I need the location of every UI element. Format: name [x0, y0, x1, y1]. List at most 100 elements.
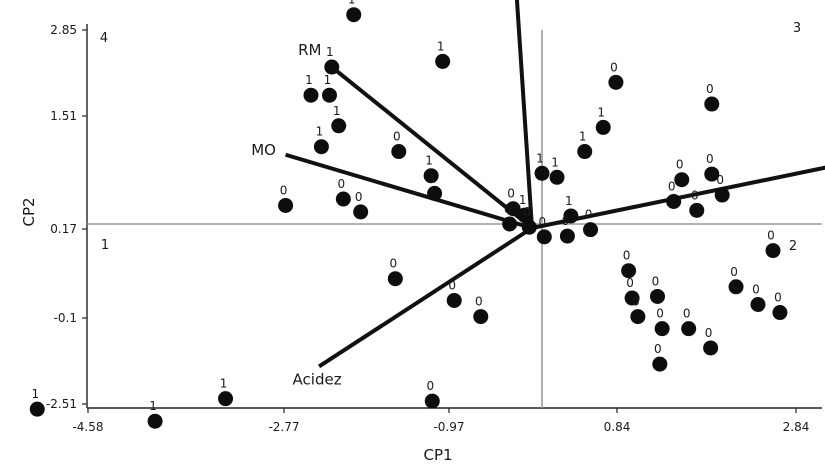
y-tick-label: 2.85: [50, 23, 77, 37]
point-label: 0: [654, 342, 662, 356]
data-point: [502, 216, 518, 232]
y-tick-label: 0.17: [50, 222, 77, 236]
x-tick-label: -2.77: [268, 420, 299, 434]
data-point: [630, 309, 646, 325]
point-label: 1: [326, 45, 334, 59]
point-label: 0: [507, 187, 515, 201]
point-label: 0: [538, 215, 546, 229]
point-label: 0: [610, 60, 618, 74]
point-label: 1: [31, 387, 39, 401]
point-label: 1: [305, 73, 313, 87]
point-label: 0: [706, 82, 714, 96]
vector-label-rm: RM: [298, 41, 321, 59]
data-point: [435, 53, 451, 69]
data-point: [666, 193, 682, 209]
data-point: [583, 222, 599, 238]
data-points: 1111111011000001111000000011000000000000…: [29, 0, 788, 429]
data-point: [278, 197, 294, 213]
data-point: [652, 356, 668, 372]
point-label: 0: [426, 379, 434, 393]
x-axis-label: CP1: [423, 446, 452, 464]
point-label: 1: [220, 377, 228, 391]
point-label: 1: [551, 155, 559, 169]
point-label: 0: [562, 214, 570, 228]
data-point: [424, 393, 440, 409]
data-point: [331, 118, 347, 134]
point-label: 0: [393, 130, 401, 144]
data-point: [704, 166, 720, 182]
quadrant-label: 4: [100, 31, 108, 46]
data-point: [517, 207, 533, 223]
point-label: 1: [149, 399, 157, 413]
data-point: [534, 165, 550, 181]
axis-ticks: -4.58 -2.77 -0.97 0.84 2.84 2.85 1.51 0.17 -0.1 -…: [46, 23, 809, 434]
point-label: 0: [656, 307, 664, 321]
point-label: 0: [676, 158, 684, 172]
point-label: 0: [668, 179, 676, 193]
data-point: [391, 144, 407, 160]
data-point: [29, 401, 45, 417]
y-axis-label: CP2: [20, 197, 38, 226]
loading-vector-acidez: [317, 226, 534, 369]
point-label: 1: [579, 130, 587, 144]
data-point: [714, 187, 730, 203]
point-label: 0: [448, 278, 456, 292]
point-label: 0: [705, 326, 713, 340]
point-label: 1: [316, 125, 324, 139]
data-point: [147, 413, 163, 429]
data-point: [536, 229, 552, 245]
point-label: 0: [280, 183, 288, 197]
plot-frame: [86, 24, 822, 409]
data-point: [387, 271, 403, 287]
data-point: [423, 168, 439, 184]
data-point: [577, 144, 593, 160]
point-label: 0: [585, 208, 593, 222]
point-label: 1: [333, 104, 341, 118]
data-point: [346, 7, 362, 23]
point-label: 0: [774, 291, 782, 305]
y-tick-label: -0.1: [54, 311, 77, 325]
point-label: 0: [632, 295, 640, 309]
point-label: 1: [536, 151, 544, 165]
crosshair-lines: [87, 30, 822, 408]
data-point: [772, 305, 788, 321]
data-point: [303, 87, 319, 103]
point-label: 0: [767, 229, 775, 243]
loading-vector-mo: [285, 152, 533, 230]
point-label: 1: [429, 171, 437, 185]
x-tick-label: 0.84: [604, 420, 631, 434]
point-label: 1: [348, 0, 356, 7]
point-label: 0: [716, 173, 724, 187]
data-point: [218, 391, 234, 407]
quadrant-label: 1: [101, 238, 109, 253]
point-label: 0: [683, 307, 691, 321]
data-point: [704, 96, 720, 112]
y-tick-label: 1.51: [50, 109, 77, 123]
point-label: 1: [597, 105, 605, 119]
data-point: [446, 292, 462, 308]
x-tick-label: 2.84: [783, 420, 810, 434]
data-point: [654, 321, 670, 337]
data-point: [353, 204, 369, 220]
quadrant-label: 2: [789, 239, 797, 254]
loading-vector-cbm: [514, 0, 534, 229]
point-label: 0: [523, 205, 531, 219]
data-point: [335, 191, 351, 207]
point-label: 0: [730, 265, 738, 279]
data-point: [324, 59, 340, 75]
point-label: 1: [565, 194, 573, 208]
data-point: [559, 228, 575, 244]
data-point: [765, 243, 781, 259]
data-point: [521, 219, 537, 235]
vector-label-mo: MO: [251, 141, 276, 159]
point-label: 0: [626, 276, 634, 290]
point-label: 0: [475, 295, 483, 309]
point-label: 1: [519, 193, 527, 207]
data-point: [505, 201, 521, 217]
data-point: [650, 288, 665, 304]
point-label: 0: [504, 202, 512, 216]
vector-label-acidez: Acidez: [293, 370, 342, 388]
data-point: [624, 290, 640, 306]
data-point: [313, 139, 329, 155]
